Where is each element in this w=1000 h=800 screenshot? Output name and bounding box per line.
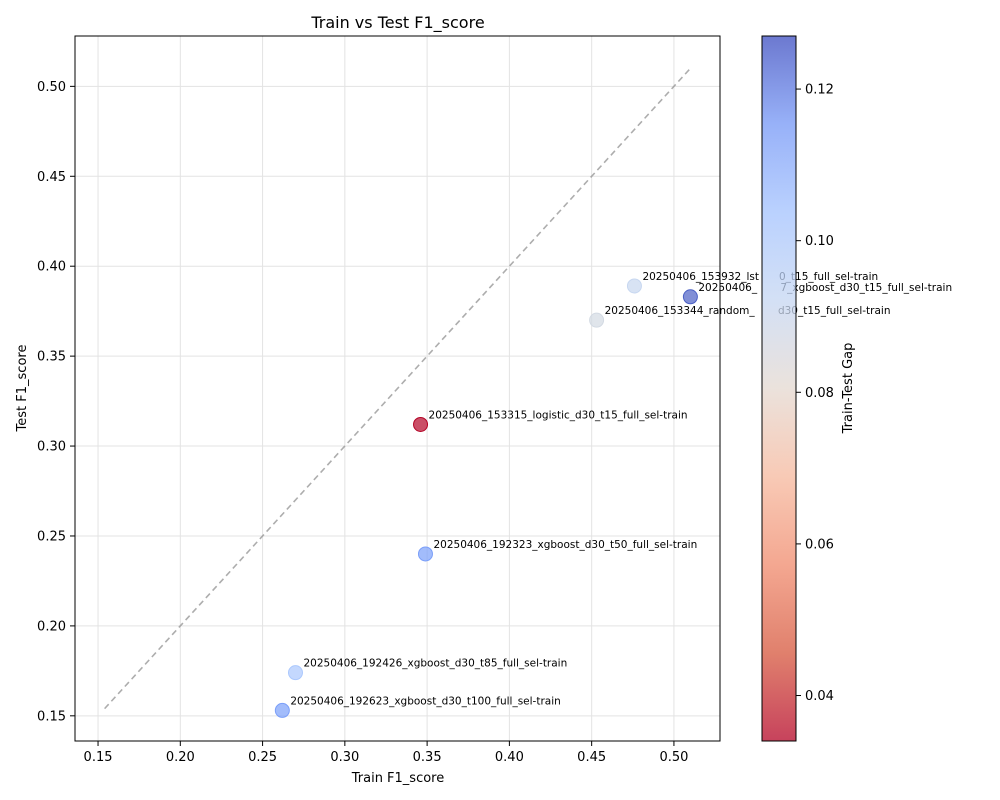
scatter-point: [274, 702, 290, 718]
chart-title: Train vs Test F1_score: [310, 13, 484, 33]
y-tick-label: 0.40: [37, 260, 66, 275]
point-annotations: 20250406_153932_lst 0_t15_full_sel-train…: [290, 271, 952, 707]
x-tick-label: 0.20: [166, 750, 195, 765]
x-axis-ticks: 0.15 0.20 0.25 0.30 0.35 0.40 0.45 0.50: [84, 741, 688, 765]
colorbar: [762, 36, 796, 741]
y-tick-label: 0.35: [37, 350, 66, 365]
colorbar-ticks: 0.04 0.06 0.08 0.10 0.12: [796, 83, 834, 704]
y-tick-label: 0.15: [37, 709, 66, 724]
x-tick-label: 0.15: [84, 750, 113, 765]
grid: [75, 36, 720, 741]
y-axis-ticks: 0.15 0.20 0.25 0.30 0.35 0.40 0.45 0.50: [37, 80, 75, 724]
plot-frame: [74, 35, 721, 742]
point-label: 20250406_153315_logistic_d30_t15_full_se…: [429, 409, 688, 421]
x-tick-label: 0.50: [659, 750, 688, 765]
point-label: 20250406_ 7_xgboost_d30_t15_full_sel-tra…: [698, 282, 952, 294]
y-tick-label: 0.45: [37, 170, 66, 185]
colorbar-label: Train-Test Gap: [841, 343, 856, 435]
scatter-point: [682, 289, 698, 305]
x-axis-label: Train F1_score: [351, 771, 445, 786]
colorbar-tick-label: 0.10: [805, 234, 834, 249]
colorbar-tick-label: 0.04: [805, 689, 834, 704]
point-label: 20250406_153932_lst 0_t15_full_sel-train: [642, 271, 878, 283]
scatter-point: [589, 312, 605, 328]
reference-diagonal-line: [104, 67, 691, 710]
y-tick-label: 0.50: [37, 80, 66, 95]
scatter-point: [626, 278, 642, 294]
scatter-point: [413, 416, 429, 432]
point-label: 20250406_192426_xgboost_d30_t85_full_sel…: [303, 658, 567, 670]
colorbar-frame: [761, 35, 797, 742]
point-label: 20250406_153344_random_ d30_t15_full_sel…: [605, 305, 891, 317]
y-axis-label: Test F1_score: [15, 345, 30, 433]
x-tick-label: 0.30: [330, 750, 359, 765]
scatter-point: [417, 546, 433, 562]
y-tick-label: 0.20: [37, 619, 66, 634]
x-tick-label: 0.35: [413, 750, 442, 765]
point-label: 20250406_192323_xgboost_d30_t50_full_sel…: [433, 539, 697, 551]
data-points: [274, 278, 698, 718]
x-tick-label: 0.45: [577, 750, 606, 765]
colorbar-tick-label: 0.12: [805, 83, 834, 98]
x-tick-label: 0.25: [248, 750, 277, 765]
colorbar-tick-label: 0.06: [805, 537, 834, 552]
y-tick-label: 0.25: [37, 529, 66, 544]
scatter-point: [287, 665, 303, 681]
x-tick-label: 0.40: [495, 750, 524, 765]
point-label: 20250406_192623_xgboost_d30_t100_full_se…: [290, 695, 560, 707]
colorbar-tick-label: 0.08: [805, 386, 834, 401]
y-tick-label: 0.30: [37, 440, 66, 455]
